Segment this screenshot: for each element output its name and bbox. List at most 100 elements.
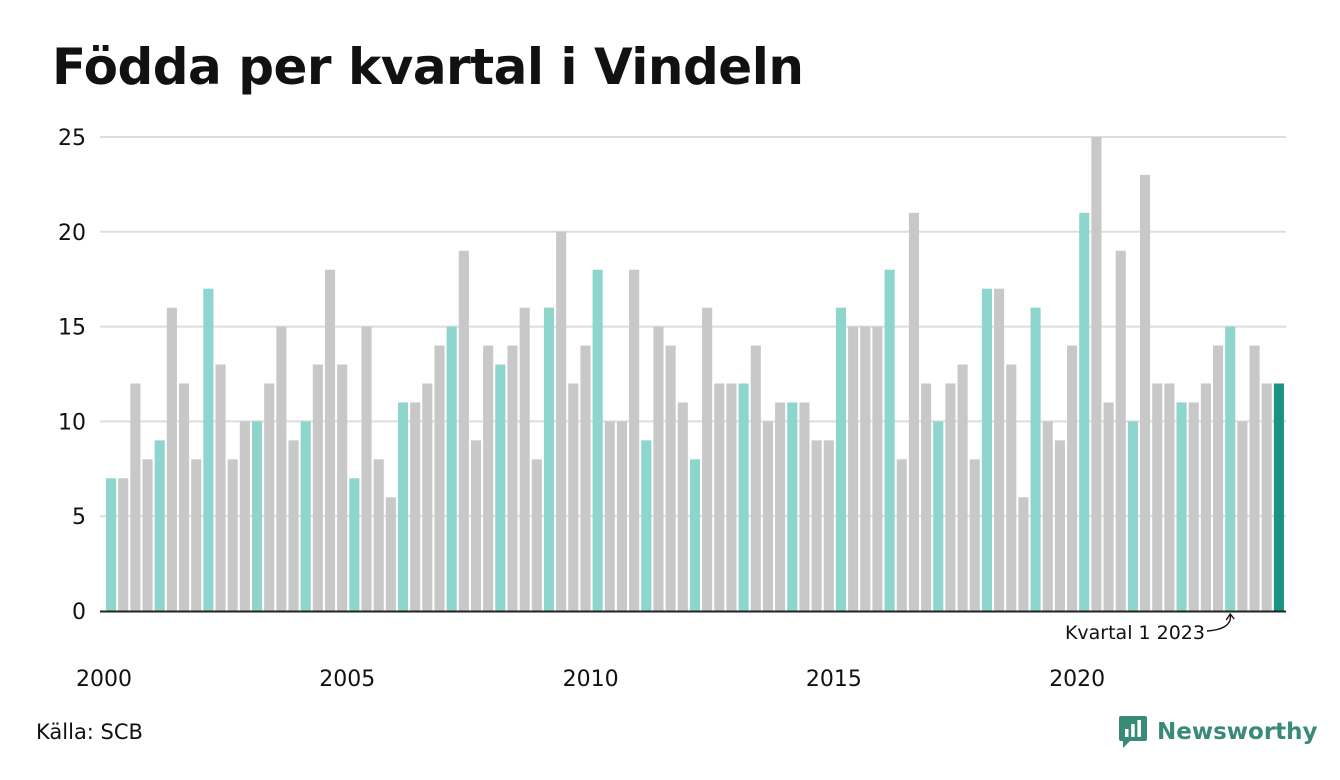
bar [896, 459, 907, 611]
bar [811, 440, 822, 611]
bar [1140, 174, 1151, 612]
bar [629, 269, 640, 611]
bar [1249, 345, 1260, 611]
bar [1176, 402, 1187, 611]
bar [106, 478, 117, 611]
bar [434, 345, 445, 611]
x-tick-label: 2020 [1049, 667, 1105, 692]
bar [884, 269, 895, 611]
bar [1067, 345, 1078, 611]
bar [239, 421, 250, 611]
annotation: Kvartal 1 2023 [1065, 612, 1235, 644]
brand-name: Newsworthy [1157, 719, 1318, 745]
bar [1115, 250, 1126, 611]
bar [519, 307, 530, 611]
bar [531, 459, 542, 611]
bar [470, 440, 482, 611]
x-tick-label: 2015 [806, 667, 862, 692]
bar [933, 421, 944, 611]
bar [702, 307, 713, 611]
bar [872, 326, 883, 611]
bar [994, 288, 1005, 611]
bar [361, 326, 372, 611]
bar [945, 383, 956, 611]
bar [616, 421, 628, 611]
bar [458, 250, 469, 611]
bar [1054, 440, 1065, 611]
bar [823, 440, 834, 611]
bar [227, 459, 238, 611]
bar [142, 459, 153, 611]
bar [835, 307, 846, 611]
bar [1030, 307, 1041, 611]
bar [507, 345, 518, 611]
bar [568, 383, 579, 611]
bar [592, 269, 603, 611]
y-tick-label: 10 [58, 410, 86, 435]
x-tick-label: 2010 [563, 667, 619, 692]
bar [1152, 383, 1163, 611]
bar [750, 345, 761, 611]
bar [1164, 383, 1175, 611]
bar [1091, 137, 1102, 611]
bar [714, 383, 725, 611]
bar [324, 269, 336, 611]
y-tick-label: 25 [58, 126, 86, 151]
bar [556, 231, 567, 612]
x-tick-label: 2000 [76, 667, 132, 692]
bar [495, 364, 506, 611]
bar [276, 326, 287, 611]
bar [604, 421, 615, 611]
bar [1188, 402, 1199, 611]
bar [178, 383, 190, 611]
bar [300, 421, 311, 611]
brand-logo[interactable]: Newsworthy [1118, 712, 1318, 752]
y-tick-label: 20 [58, 221, 86, 246]
bar [641, 440, 652, 611]
bar [787, 402, 798, 611]
bar [373, 459, 384, 611]
chart-title: Födda per kvartal i Vindeln [52, 38, 804, 96]
bar [203, 288, 214, 611]
bar [422, 383, 433, 611]
bar [860, 326, 871, 611]
bar-chart: 0 5 10 15 20 25 2000 2005 2010 2015 2020 Kvartal … [58, 126, 1286, 692]
bar [1018, 497, 1029, 611]
x-axis-labels: 2000 2005 2010 2015 2020 [76, 667, 1105, 692]
bar [191, 459, 202, 611]
y-tick-label: 5 [72, 505, 86, 530]
bar [1225, 326, 1236, 611]
bar [312, 364, 323, 611]
bar [653, 326, 664, 611]
bar [337, 364, 348, 611]
bar [166, 307, 177, 611]
bar [969, 459, 980, 611]
bar [689, 459, 701, 611]
y-tick-label: 15 [58, 316, 86, 341]
bar [762, 421, 774, 611]
bar [410, 402, 421, 611]
bar [251, 421, 263, 611]
source-note: Källa: SCB [36, 720, 143, 744]
bar [1273, 383, 1284, 611]
x-tick-label: 2005 [319, 667, 375, 692]
bar [215, 364, 226, 611]
bar [1213, 345, 1224, 611]
bar [385, 497, 396, 611]
bar [726, 383, 737, 611]
bar [154, 440, 165, 611]
bar [981, 288, 992, 611]
bar [1200, 383, 1211, 611]
bar [957, 364, 968, 611]
bar [1127, 421, 1138, 611]
annotation-arrow [1206, 613, 1232, 632]
bar [775, 402, 786, 611]
bar [799, 402, 810, 611]
bar [288, 440, 299, 611]
bar [580, 345, 591, 611]
bar [1006, 364, 1017, 611]
y-axis-labels: 0 5 10 15 20 25 [58, 126, 86, 625]
bar [1079, 212, 1090, 611]
newsworthy-logo-icon [1119, 716, 1147, 748]
bars [106, 137, 1284, 612]
